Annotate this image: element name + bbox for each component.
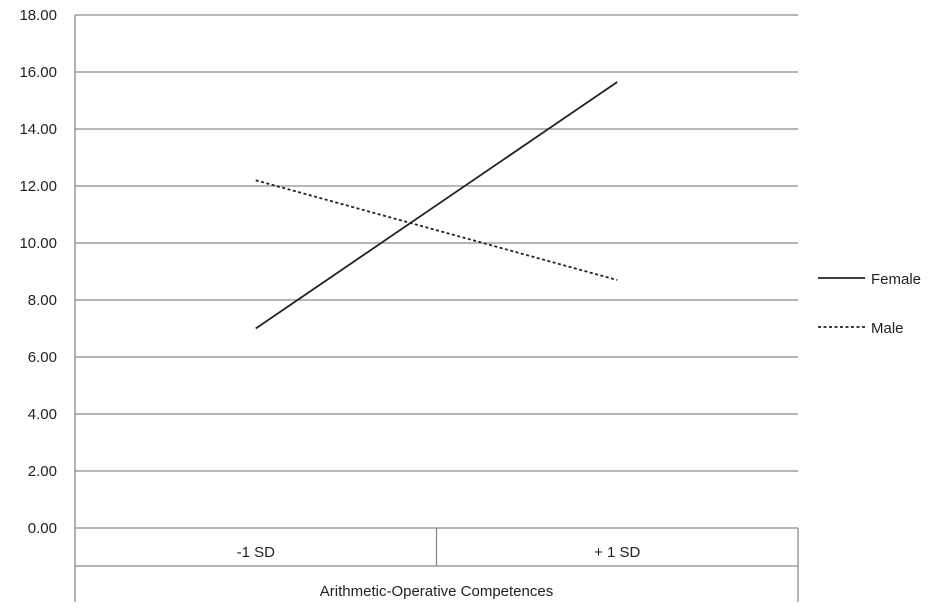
- x-axis-title: Arithmetic-Operative Competences: [320, 583, 553, 600]
- y-tick-labels: 0.00 2.00 4.00 6.00 8.00 10.00 12.00 14.00 16.00…: [19, 7, 57, 537]
- series-line-female: [255, 81, 618, 330]
- y-tick-label: 8.00: [28, 292, 57, 309]
- gridlines: [75, 14, 798, 529]
- y-tick-label: 0.00: [28, 520, 57, 537]
- data-series: [255, 81, 618, 330]
- y-tick-label: 12.00: [19, 178, 57, 195]
- axes: [74, 15, 799, 602]
- y-tick-label: 14.00: [19, 121, 57, 138]
- series-line-male: [255, 179, 618, 281]
- y-tick-label: 2.00: [28, 463, 57, 480]
- legend: Female Male: [818, 271, 921, 337]
- x-category-label: -1 SD: [237, 544, 276, 561]
- legend-label: Female: [871, 271, 921, 288]
- x-category-labels: -1 SD + 1 SD: [237, 544, 641, 561]
- y-tick-label: 10.00: [19, 235, 57, 252]
- y-tick-label: 16.00: [19, 64, 57, 81]
- y-tick-label: 4.00: [28, 406, 57, 423]
- legend-label: Male: [871, 320, 904, 337]
- y-tick-label: 18.00: [19, 7, 57, 24]
- y-tick-label: 6.00: [28, 349, 57, 366]
- x-category-label: + 1 SD: [594, 544, 640, 561]
